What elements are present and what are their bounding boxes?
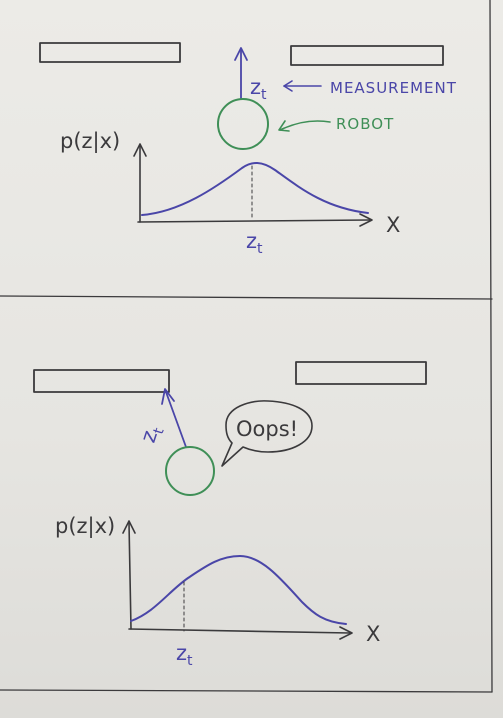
bottom-y-axis-label: p(z|x) xyxy=(55,514,115,539)
top-x-axis xyxy=(137,213,373,227)
panel-divider xyxy=(0,295,493,300)
top-tick-label: zt xyxy=(246,229,263,257)
top-wall-left xyxy=(39,42,181,63)
speech-text: Oops! xyxy=(236,417,298,441)
top-y-axis xyxy=(133,143,147,223)
top-measurement-arrow xyxy=(234,47,248,99)
measurement-label: MEASUREMENT xyxy=(330,79,457,97)
bottom-y-axis xyxy=(122,520,136,630)
top-panel: zt MEASUREMENT ROBOT p(z|x) X zt xyxy=(39,42,457,257)
bottom-wall-left xyxy=(33,369,170,393)
page-border-bottom xyxy=(0,689,493,693)
top-distribution-curve xyxy=(141,162,369,216)
bottom-x-axis xyxy=(128,626,353,640)
bottom-measurement-arrow xyxy=(161,388,187,448)
page-border-right xyxy=(489,0,493,693)
bottom-tick-label: zt xyxy=(176,641,193,669)
bottom-distribution-curve xyxy=(130,555,347,625)
top-wall-right xyxy=(290,45,444,66)
top-robot xyxy=(217,98,269,150)
speech-bubble xyxy=(221,400,313,467)
bottom-panel: zt Oops! p(z|x) X zt xyxy=(33,361,427,669)
bottom-wall-right xyxy=(295,361,427,385)
bottom-x-axis-label: X xyxy=(366,622,380,646)
top-x-axis-label: X xyxy=(386,213,400,237)
top-robot-pointer xyxy=(278,120,331,132)
top-z-label: zt xyxy=(250,75,267,103)
robot-label: ROBOT xyxy=(336,115,394,133)
bottom-z-label: zt xyxy=(136,422,168,447)
top-y-axis-label: p(z|x) xyxy=(60,129,120,154)
bottom-robot xyxy=(165,446,215,496)
top-measurement-pointer xyxy=(283,80,322,92)
